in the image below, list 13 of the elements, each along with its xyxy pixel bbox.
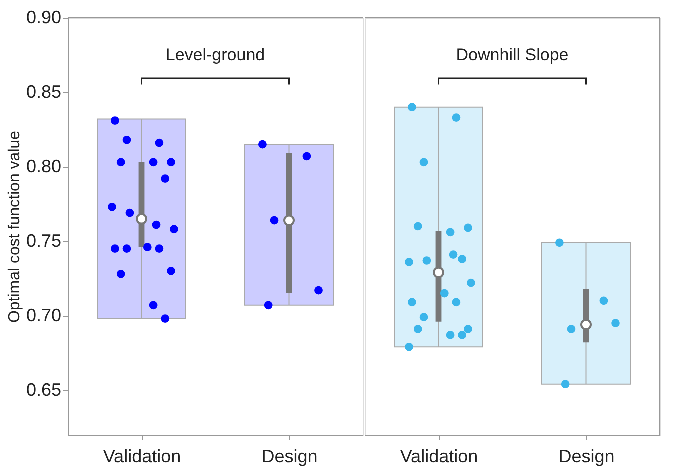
y-tick-label: 0.85	[26, 82, 62, 102]
y-axis-title: Optimal cost function value	[6, 130, 24, 324]
x-tick-label: Design	[558, 446, 615, 466]
y-tick-label: 0.70	[26, 305, 62, 326]
y-tick-label: 0.90	[26, 8, 62, 28]
x-tick-label: Design	[262, 446, 318, 466]
y-tick-label: 0.80	[26, 156, 62, 176]
x-tick-label: Validation	[103, 446, 182, 466]
annotation: Downhill Slope	[456, 46, 569, 65]
y-tick-label: 0.65	[26, 380, 62, 400]
annotation: Level-ground	[166, 46, 266, 65]
y-tick-label: 0.75	[26, 230, 62, 251]
x-tick-label: Validation	[400, 446, 478, 466]
